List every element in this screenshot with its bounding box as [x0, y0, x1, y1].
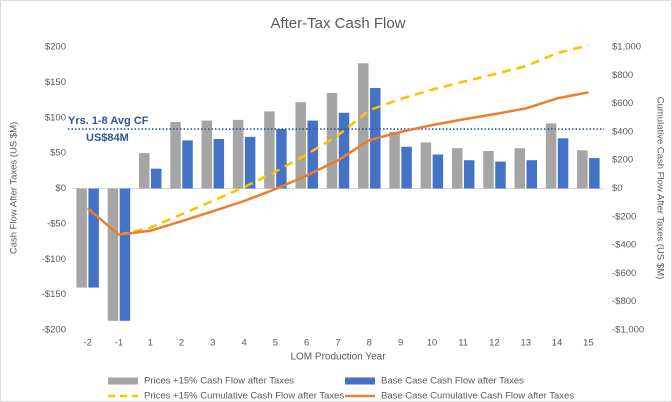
bar [514, 148, 526, 189]
x-tick-label: 11 [458, 338, 468, 349]
y2-tick-label: $800 [612, 70, 633, 81]
bar [244, 136, 256, 189]
bar [326, 92, 338, 189]
bar [589, 158, 600, 189]
bar [276, 129, 287, 189]
y-tick-label: -$200 [42, 325, 66, 336]
x-tick-label: -2 [83, 338, 91, 349]
y-tick-label: -$150 [42, 289, 66, 300]
y2-tick-label: -$400 [612, 240, 636, 251]
x-tick-label: 1 [148, 338, 153, 349]
bar [119, 188, 131, 321]
bar [295, 102, 306, 189]
bar [420, 142, 432, 189]
y2-tick-label: $0 [612, 183, 623, 194]
bar [358, 63, 369, 189]
bar [264, 111, 275, 189]
x-tick-label: 6 [304, 338, 309, 349]
bar [495, 161, 506, 189]
y-tick-label: -$100 [42, 254, 66, 265]
y2-tick-label: -$600 [612, 268, 636, 279]
bar [170, 121, 181, 189]
bar [557, 138, 569, 189]
y2-tick-label: $200 [612, 155, 633, 166]
y2-tick-label: -$800 [612, 296, 636, 307]
legend-label: Prices +15% Cumulative Cash Flow after T… [144, 391, 344, 402]
y2-axis-title: Cumulative Cash Flow After Taxes (US $M) [654, 97, 665, 280]
bar [76, 188, 87, 288]
x-tick-label: 5 [273, 338, 278, 349]
bar [88, 188, 99, 288]
bar [201, 120, 213, 189]
bar [401, 146, 412, 189]
x-tick-label: 7 [335, 338, 340, 349]
bar [338, 112, 350, 189]
bar [545, 123, 557, 189]
y-tick-label: $200 [45, 42, 66, 53]
reference-label: Yrs. 1-8 Avg CF [68, 115, 149, 127]
y2-tick-label: -$1,000 [612, 325, 644, 336]
bar [483, 151, 494, 189]
x-tick-label: 12 [489, 338, 500, 349]
y-tick-label: $100 [45, 112, 66, 123]
bar [463, 160, 475, 189]
x-tick-label: 10 [427, 338, 438, 349]
y2-tick-label: $600 [612, 98, 633, 109]
legend-swatch [108, 377, 138, 385]
y2-tick-label: $1,000 [612, 42, 641, 53]
x-tick-label: 3 [210, 338, 215, 349]
reference-value-label: US$84M [86, 132, 129, 144]
bar [307, 120, 318, 189]
y2-tick-label: $400 [612, 126, 633, 137]
x-axis-title: LOM Production Year [290, 352, 386, 363]
bar [526, 160, 538, 189]
chart-title: After-Tax Cash Flow [270, 15, 405, 32]
x-tick-label: 8 [367, 338, 372, 349]
y-tick-label: $50 [50, 148, 66, 159]
bar [107, 188, 119, 321]
x-tick-label: 2 [179, 338, 184, 349]
bar [182, 140, 193, 189]
bar [213, 138, 225, 189]
x-tick-label: 15 [583, 338, 594, 349]
legend-swatch [345, 377, 375, 385]
bar [150, 168, 162, 189]
x-tick-label: 4 [241, 338, 246, 349]
bar [389, 131, 400, 189]
y2-tick-label: -$200 [612, 211, 636, 222]
x-tick-label: -1 [115, 338, 123, 349]
bar [451, 148, 463, 189]
legend-label: Base Case Cumulative Cash Flow after Tax… [381, 391, 574, 402]
x-tick-label: 14 [552, 338, 563, 349]
y-axis-title: Cash Flow After Taxes (US $M) [9, 122, 20, 254]
bar [577, 150, 588, 189]
line-series [118, 44, 589, 237]
bar [432, 154, 444, 189]
x-tick-label: 13 [520, 338, 531, 349]
bar [232, 119, 244, 189]
y-tick-label: -$50 [47, 218, 66, 229]
y-tick-label: $0 [55, 183, 66, 194]
bar [138, 153, 150, 189]
line-series [86, 91, 589, 237]
legend-label: Base Case Cash Flow after Taxes [381, 376, 524, 387]
y-tick-label: $150 [45, 77, 66, 88]
legend-label: Prices +15% Cash Flow after Taxes [144, 376, 294, 387]
x-tick-label: 9 [398, 338, 403, 349]
